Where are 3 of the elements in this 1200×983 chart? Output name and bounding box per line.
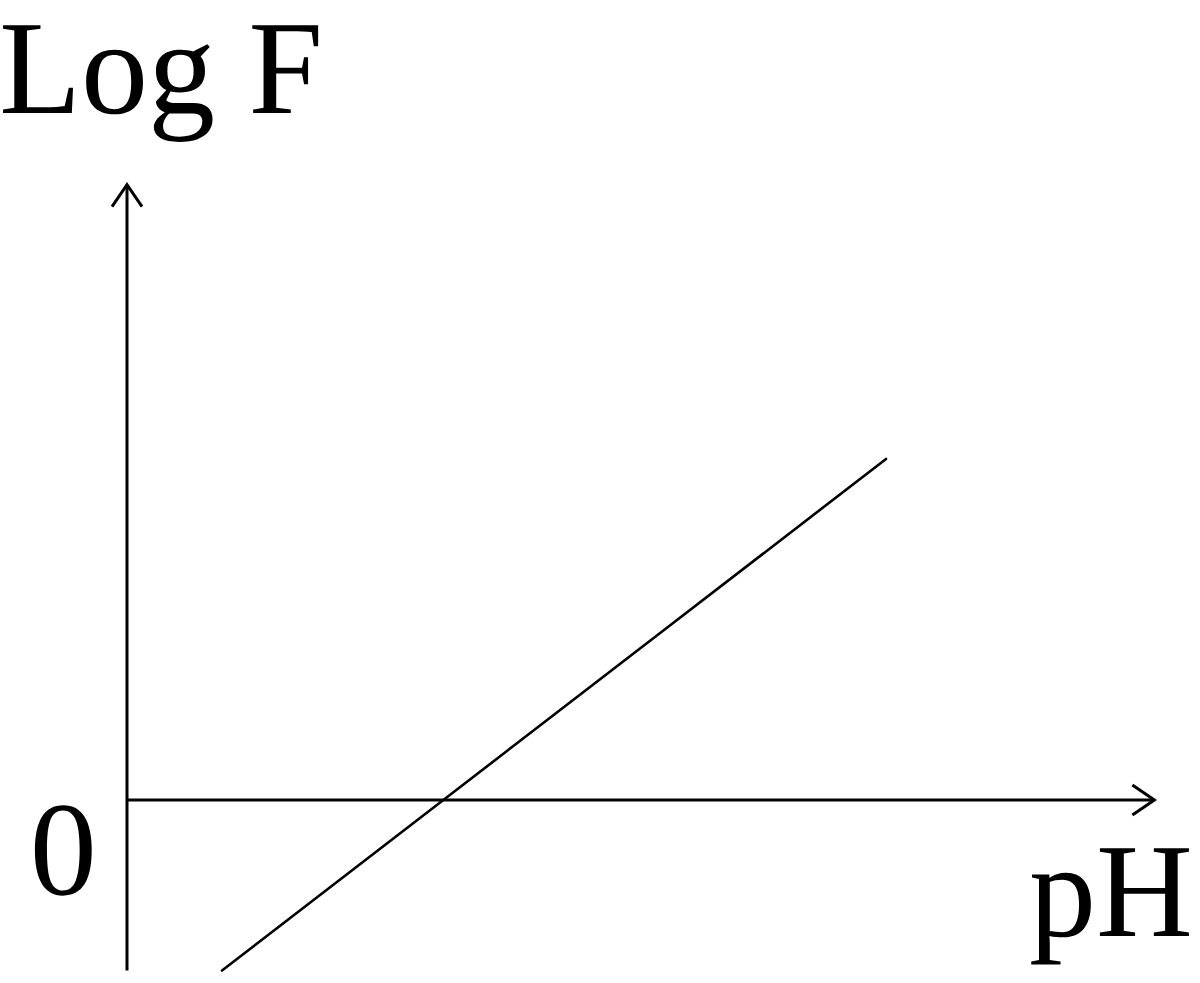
y-axis-title: Log F [3,25,319,142]
text: 0 [34,805,92,896]
x-axis-title: pH [1031,848,1189,965]
